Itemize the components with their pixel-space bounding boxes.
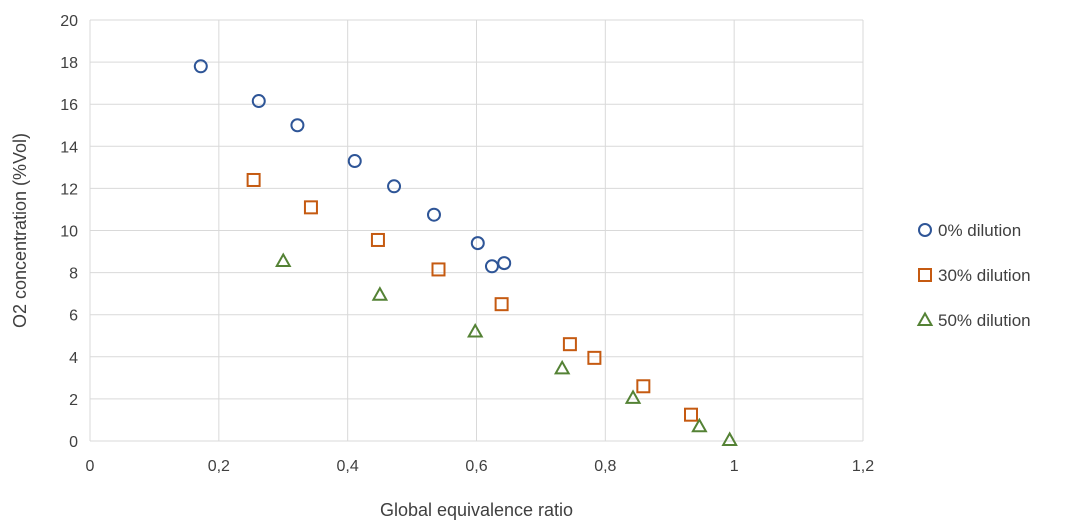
data-point xyxy=(484,259,499,274)
data-point xyxy=(347,154,362,169)
x-tick-label: 0,8 xyxy=(594,458,616,475)
legend-marker xyxy=(918,268,932,282)
data-point xyxy=(494,297,509,312)
y-tick-label: 8 xyxy=(69,266,78,283)
y-tick-label: 0 xyxy=(69,434,78,451)
data-point xyxy=(684,407,699,422)
data-point xyxy=(721,431,738,446)
y-tick-label: 12 xyxy=(60,181,78,198)
legend-item: 0% dilution xyxy=(918,221,1021,240)
y-tick-label: 14 xyxy=(60,139,78,156)
y-axis-title: O2 concentration (%Vol) xyxy=(10,133,30,328)
data-point xyxy=(303,200,318,215)
legend-item: 30% dilution xyxy=(918,266,1031,285)
x-axis-title: Global equivalence ratio xyxy=(380,500,573,520)
data-point xyxy=(246,172,261,187)
series-3 xyxy=(275,252,738,446)
legend-item: 50% dilution xyxy=(916,311,1031,330)
legend-label: 30% dilution xyxy=(938,266,1031,285)
y-tick-label: 16 xyxy=(60,97,78,114)
y-tick-label: 10 xyxy=(60,224,78,241)
data-points xyxy=(193,59,738,446)
x-tick-label: 0,2 xyxy=(208,458,230,475)
data-point xyxy=(290,118,305,133)
legend-label: 50% dilution xyxy=(938,311,1031,330)
series-1 xyxy=(193,59,512,274)
data-point xyxy=(470,236,485,251)
data-point xyxy=(251,94,266,109)
data-point xyxy=(466,323,484,338)
y-axis-tick-labels: 0 2 4 6 8 10 12 14 16 18 20 xyxy=(60,13,78,451)
data-point xyxy=(691,417,708,433)
data-point xyxy=(193,59,208,74)
data-point xyxy=(370,232,385,247)
data-point xyxy=(636,379,651,394)
y-tick-label: 2 xyxy=(69,392,78,409)
x-tick-label: 1,2 xyxy=(852,458,874,475)
series-2 xyxy=(246,172,699,422)
legend-marker xyxy=(918,223,932,237)
data-point xyxy=(497,256,512,271)
data-point xyxy=(562,337,577,352)
x-tick-label: 0,4 xyxy=(337,458,359,475)
y-tick-label: 6 xyxy=(69,308,78,325)
y-tick-label: 4 xyxy=(69,350,78,367)
y-tick-label: 18 xyxy=(60,55,78,72)
legend: 0% dilution 30% dilution 50% dilution xyxy=(916,221,1031,330)
data-point xyxy=(426,207,441,222)
data-point xyxy=(431,262,446,277)
y-tick-label: 20 xyxy=(60,13,78,30)
data-point xyxy=(275,252,292,268)
data-point xyxy=(553,359,571,375)
x-tick-label: 0,6 xyxy=(465,458,487,475)
x-tick-label: 0 xyxy=(86,458,95,475)
x-axis-tick-labels: 0 0,2 0,4 0,6 0,8 1 1,2 xyxy=(86,458,875,475)
gridlines xyxy=(89,19,864,442)
legend-label: 0% dilution xyxy=(938,221,1021,240)
data-point xyxy=(371,286,389,301)
data-point xyxy=(387,179,402,194)
data-point xyxy=(624,389,642,404)
x-tick-label: 1 xyxy=(730,458,739,475)
legend-marker xyxy=(916,311,934,326)
data-point xyxy=(587,350,602,365)
